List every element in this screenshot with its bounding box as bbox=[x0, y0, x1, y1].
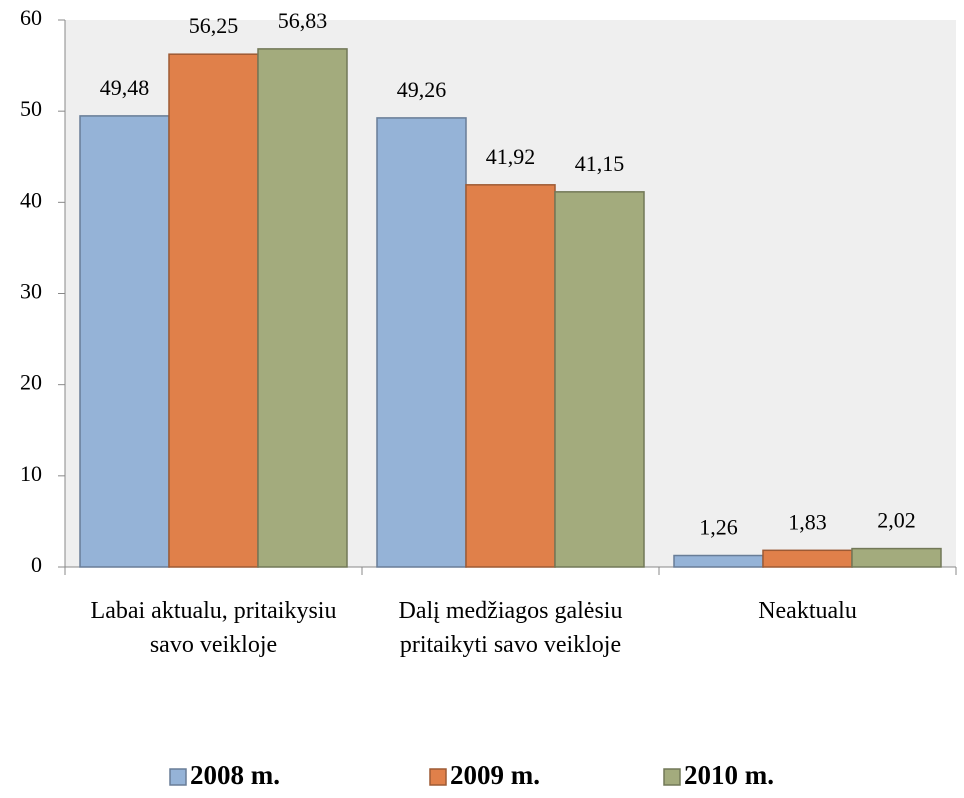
bar bbox=[257, 48, 348, 568]
legend-swatch bbox=[429, 768, 447, 786]
data-label: 1,26 bbox=[699, 515, 738, 540]
bar bbox=[554, 191, 645, 568]
y-tick-label: 60 bbox=[20, 5, 42, 30]
x-tick-label: Dalį medžiagos galėsiu pritaikyti savo v… bbox=[398, 598, 623, 658]
x-tick-label: Labai aktualu, pritaikysiu savo veikloje bbox=[90, 598, 337, 658]
y-tick-label: 0 bbox=[31, 552, 42, 577]
bar bbox=[762, 549, 853, 568]
legend-swatch bbox=[663, 768, 681, 786]
data-label: 2,02 bbox=[877, 508, 916, 533]
bar bbox=[79, 115, 170, 568]
data-label: 1,83 bbox=[788, 509, 827, 534]
data-label: 56,83 bbox=[278, 8, 328, 33]
legend-label: 2009 m. bbox=[450, 760, 540, 790]
data-label: 49,48 bbox=[100, 75, 150, 100]
y-tick-label: 40 bbox=[20, 187, 42, 212]
data-label: 41,92 bbox=[486, 144, 536, 169]
y-tick-label: 30 bbox=[20, 279, 42, 304]
data-label: 41,15 bbox=[575, 151, 625, 176]
data-label: 49,26 bbox=[397, 77, 447, 102]
bar bbox=[168, 53, 259, 568]
legend-label: 2008 m. bbox=[190, 760, 280, 790]
x-tick-label: Neaktualu bbox=[758, 598, 857, 624]
legend-label: 2010 m. bbox=[684, 760, 774, 790]
bar bbox=[673, 554, 764, 568]
bar bbox=[851, 547, 942, 568]
data-label: 56,25 bbox=[189, 13, 239, 38]
y-tick-label: 20 bbox=[20, 370, 42, 395]
y-tick-label: 50 bbox=[20, 96, 42, 121]
bar bbox=[465, 184, 556, 568]
y-tick-label: 10 bbox=[20, 461, 42, 486]
legend-swatch bbox=[169, 768, 187, 786]
bar bbox=[376, 117, 467, 568]
